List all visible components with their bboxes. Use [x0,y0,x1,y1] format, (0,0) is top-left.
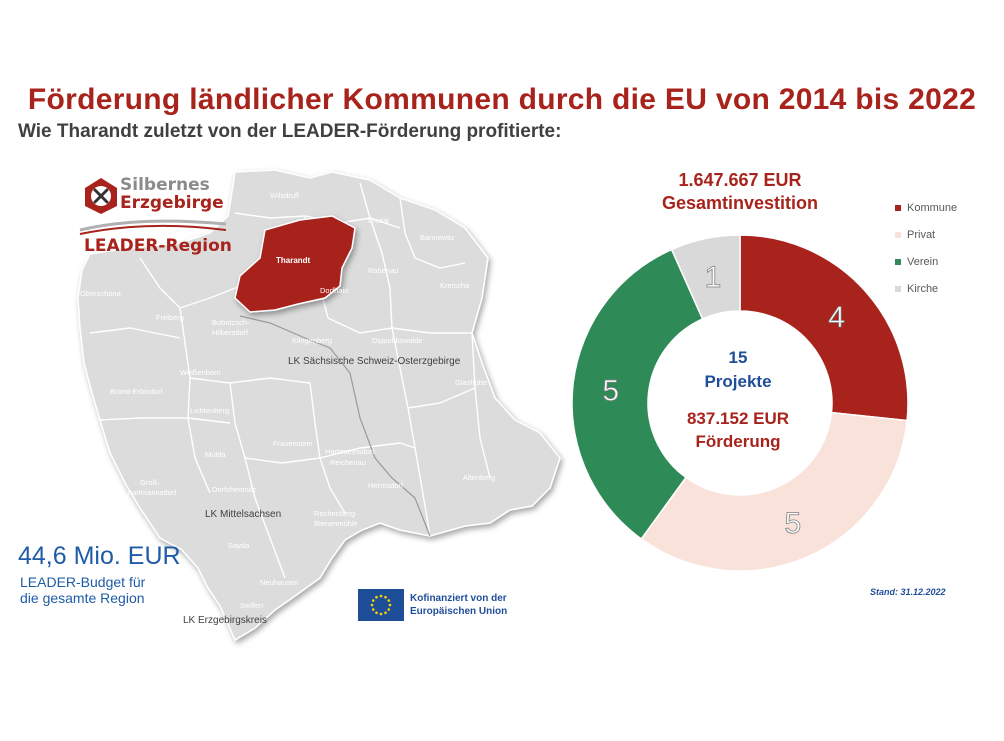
map-label: Altenberg [463,473,495,482]
eu-star [387,608,391,611]
region-outline [77,169,561,642]
projects-donut-chart: 4 5 5 1 [571,234,909,572]
legend-label: Kommune [907,202,958,214]
municipality-borders [89,182,491,579]
map-label: Oberschöna [80,289,122,298]
logo-line1: Silbernes [120,175,210,195]
logo-line2: Erzgebirge [120,193,224,213]
donut-slice-verein [571,248,704,540]
map-label: Groß- [140,478,160,487]
donut-slice-kirche [670,234,741,320]
total-investment-amount: 1.647.667 EUR [678,170,802,190]
map-label: Reichenau [330,458,366,467]
map-label: Dippoldiswalde [372,336,422,345]
eu-line1: Kofinanziert von der [410,593,507,604]
eu-star [371,608,375,611]
map-label: hartmannsdorf [128,488,177,497]
map-label: Klingenberg [292,336,332,345]
map-label: Brand-Erbisdorf [110,387,163,396]
district-label: LK Erzgebirgskreis [183,615,267,626]
donut-value-label: 5 [785,507,802,540]
funding-amount: 837.152 EUR [686,409,790,428]
page-subtitle: Wie Tharandt zuletzt von der LEADER-Förd… [18,121,562,142]
budget-line1: LEADER-Budget für [20,574,146,590]
map-label: Weißenborn [180,368,221,377]
district-label: LK Mittelsachsen [205,509,281,520]
logo-swoosh-icon [79,219,227,235]
map-label: Hartmannsdorf- [325,447,378,456]
map-label: Rabenau [368,266,398,275]
legend-label: Kirche [907,283,939,295]
map-label: Bannewitz [420,233,455,242]
legend-swatch [895,286,901,293]
map-label-tharandt: Tharandt [276,256,311,265]
silbernes-erzgebirge-logo-icon [85,178,117,214]
map-label: Freiberg [156,313,184,322]
logo-region: LEADER-Region [84,236,232,256]
donut-value-label: 4 [828,301,845,334]
map-label: Glashütte [455,378,487,387]
project-count: 15 [728,348,748,367]
map-label: Hermsdorf [368,481,404,490]
legend-swatch [895,259,901,266]
map-label: Rechenberg- [314,509,358,518]
legend-item: Kommune [895,202,957,214]
eu-cofinanced: Kofinanziert von der Europäischen Union [410,592,540,618]
legend-item: Privat [895,229,935,241]
map-label: Neuhausen [260,578,298,587]
eu-flag-icon [358,589,404,621]
eu-star [384,595,387,599]
tharandt-area [234,215,356,313]
region-map: Tharandt Wilsdruff Freital Bannewitz Rab… [77,169,561,642]
project-count-label: Projekte [704,372,772,391]
stand-date: Stand: 31.12.2022 [870,587,946,597]
map-label: Dorfhain [320,286,348,295]
eu-star [384,611,387,615]
page-title: Förderung ländlicher Kommunen durch die … [27,83,977,116]
map-label: Sayda [228,541,250,550]
budget-line2: die gesamte Region [20,590,145,606]
eu-star [371,599,375,602]
map-label: Freital [368,216,389,225]
legend-item: Kirche [895,283,938,295]
eu-line2: Europäischen Union [410,606,508,617]
district-borders [239,315,431,537]
map-label: Mulda [205,450,226,459]
donut-value-label: 1 [705,261,722,294]
eu-star [375,595,378,599]
budget-amount: 44,6 Mio. EUR [18,542,181,570]
eu-star [379,594,383,598]
legend-swatch [895,205,901,212]
legend-label: Verein [907,256,939,268]
legend-item: Verein [895,256,938,268]
eu-star [388,603,392,607]
map-label: Bobritzsch- [212,318,250,327]
map-label: Wilsdruff [270,191,300,200]
legend-swatch [895,232,901,239]
map-label: Hilbersdorf [212,328,249,337]
map-label: Frauenstein [273,439,313,448]
eu-star [387,599,391,602]
map-label: Bienenmühle [314,519,358,528]
eu-star [379,612,383,616]
legend-label: Privat [907,229,936,241]
eu-star [370,603,374,607]
donut-slice-privat [640,411,908,572]
map-label: Lichtenberg [190,406,229,415]
eu-star [375,611,378,615]
total-investment-label: Gesamtinvestition [661,193,819,213]
district-label: LK Sächsische Schweiz-Osterzgebirge [288,356,461,367]
map-label: Seiffen [240,601,263,610]
map-label: Dorfchemnitz [212,485,256,494]
map-label: Kreischa [440,281,470,290]
donut-slice-kommune [739,234,909,422]
funding-label: Förderung [695,432,781,451]
budget-description: LEADER-Budget für die gesamte Region [20,574,180,606]
donut-value-label: 5 [602,374,619,407]
